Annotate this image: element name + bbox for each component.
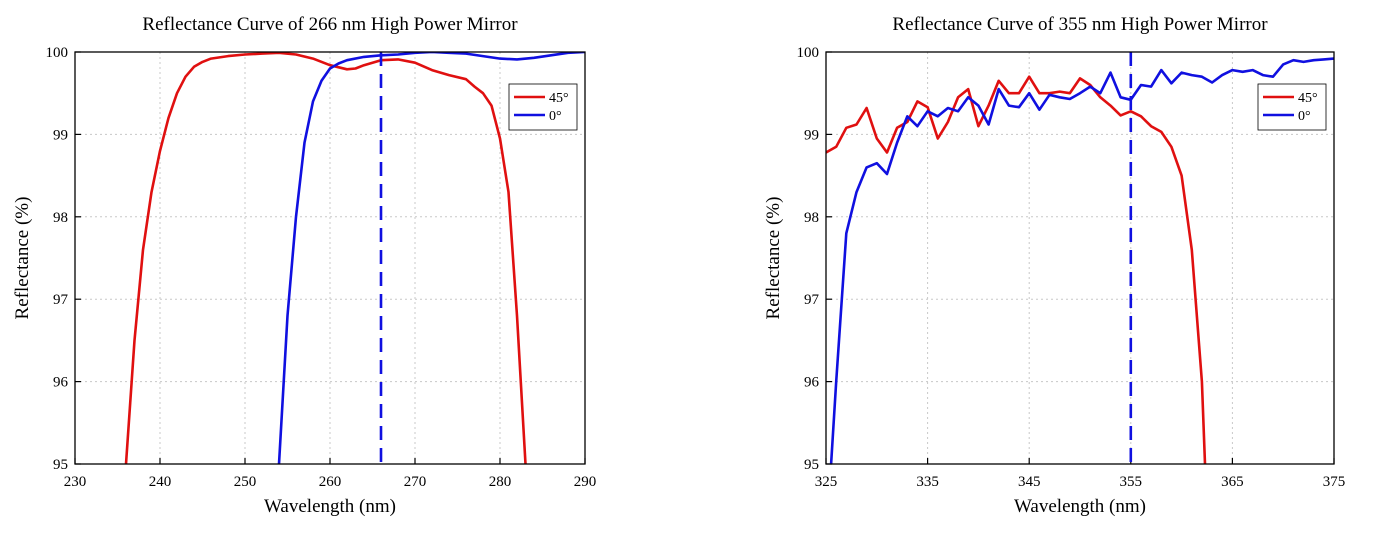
y-tick-label: 99 (53, 127, 68, 143)
x-tick-label: 270 (404, 474, 427, 490)
plot-area (826, 52, 1334, 464)
x-tick-label: 260 (319, 474, 342, 490)
y-axis-label: Reflectance (%) (12, 197, 33, 320)
legend-label: 45° (549, 91, 569, 106)
x-tick-label: 290 (574, 474, 597, 490)
series-line-0deg (829, 57, 1334, 464)
y-tick-label: 98 (804, 210, 819, 226)
legend-box (508, 83, 578, 131)
legend-label: 0° (549, 109, 562, 124)
chart-title: Reflectance Curve of 355 nm High Power M… (892, 14, 1268, 35)
x-tick-label: 365 (1221, 474, 1244, 490)
chart-355nm: Reflectance Curve of 355 nm High Power M… (763, 14, 1346, 517)
y-tick-label: 97 (53, 292, 69, 308)
series-line-45deg (124, 52, 527, 464)
y-tick-label: 96 (804, 375, 820, 391)
x-axis-label: Wavelength (nm) (1014, 496, 1146, 517)
y-tick-label: 99 (804, 127, 819, 143)
plot-area (124, 52, 585, 464)
legend-label: 45° (1298, 91, 1318, 106)
x-tick-label: 375 (1323, 474, 1346, 490)
chart-266nm: Reflectance Curve of 266 nm High Power M… (12, 14, 597, 517)
series-line-0deg (277, 52, 585, 464)
plot-frame (825, 51, 1335, 465)
legend-box (1257, 83, 1327, 131)
y-tick-label: 98 (53, 210, 68, 226)
y-tick-label: 96 (53, 375, 69, 391)
y-axis-label: Reflectance (%) (763, 197, 784, 320)
chart-title: Reflectance Curve of 266 nm High Power M… (142, 14, 518, 35)
y-tick-label: 95 (53, 457, 68, 473)
x-axis-label: Wavelength (nm) (264, 496, 396, 517)
x-tick-label: 240 (149, 474, 172, 490)
y-tick-label: 95 (804, 457, 819, 473)
x-tick-label: 335 (916, 474, 939, 490)
y-tick-label: 97 (804, 292, 820, 308)
x-tick-label: 355 (1120, 474, 1143, 490)
plot-frame (74, 51, 586, 465)
x-tick-label: 280 (489, 474, 512, 490)
x-tick-label: 345 (1018, 474, 1040, 490)
y-tick-label: 100 (46, 45, 69, 61)
x-tick-label: 250 (234, 474, 257, 490)
legend: 45°0° (508, 83, 578, 131)
y-tick-label: 100 (797, 45, 820, 61)
x-tick-label: 230 (64, 474, 87, 490)
legend-label: 0° (1298, 109, 1311, 124)
series-line-45deg (826, 75, 1207, 464)
legend: 45°0° (1257, 83, 1327, 131)
x-tick-label: 325 (815, 474, 838, 490)
